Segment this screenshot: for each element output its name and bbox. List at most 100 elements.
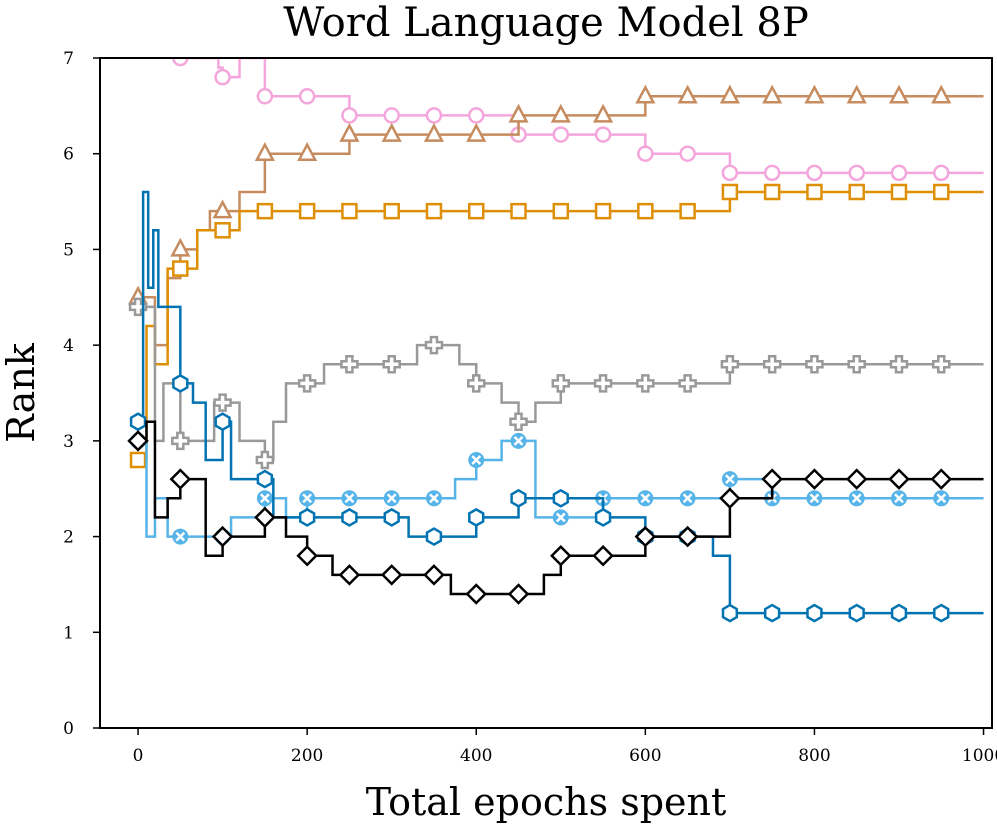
x-tick-label: 400 xyxy=(460,746,492,766)
series-layer xyxy=(127,58,984,623)
data-point xyxy=(676,525,699,548)
data-point xyxy=(806,603,823,623)
data-point xyxy=(172,260,189,277)
data-point xyxy=(129,412,147,432)
data-point xyxy=(468,507,485,527)
data-point xyxy=(637,490,654,507)
data-point xyxy=(172,373,189,393)
data-point xyxy=(890,490,907,507)
data-point xyxy=(256,469,274,489)
data-point xyxy=(634,525,657,548)
data-point xyxy=(298,202,316,220)
data-point xyxy=(550,103,571,123)
data-point xyxy=(637,145,654,162)
data-point xyxy=(129,451,147,469)
data-point xyxy=(888,84,910,104)
data-point xyxy=(380,564,403,586)
data-point xyxy=(170,237,191,257)
data-point xyxy=(256,202,274,220)
data-point xyxy=(128,297,148,317)
data-point xyxy=(720,355,740,374)
data-point xyxy=(341,507,358,527)
data-point xyxy=(721,471,738,488)
data-point xyxy=(932,355,951,374)
data-point xyxy=(933,164,950,182)
data-point xyxy=(383,490,400,507)
data-point xyxy=(635,84,656,104)
data-point xyxy=(171,431,190,451)
x-tick-label: 600 xyxy=(629,746,661,766)
data-point xyxy=(172,58,189,67)
y-tick-label: 0 xyxy=(63,719,74,739)
y-tick-label: 3 xyxy=(63,432,74,452)
data-point xyxy=(341,202,358,220)
data-point xyxy=(425,490,442,507)
data-point xyxy=(762,84,783,104)
data-point xyxy=(721,183,739,201)
data-point xyxy=(383,507,400,527)
data-point xyxy=(467,202,485,220)
data-point xyxy=(425,527,443,547)
plot-frame xyxy=(99,57,993,729)
data-point xyxy=(383,202,400,220)
data-point xyxy=(510,432,527,449)
data-point xyxy=(761,468,783,490)
y-tick-label: 6 xyxy=(63,145,74,165)
data-point xyxy=(169,468,192,490)
data-point xyxy=(212,199,233,219)
data-point xyxy=(423,122,445,142)
data-point xyxy=(933,603,950,623)
data-point xyxy=(425,202,443,220)
data-point xyxy=(679,490,696,507)
data-point xyxy=(719,487,741,510)
x-tick-label: 800 xyxy=(798,746,830,766)
data-point xyxy=(552,509,569,526)
data-point xyxy=(933,183,950,201)
data-point xyxy=(299,490,316,507)
data-point xyxy=(848,490,865,507)
data-point xyxy=(719,84,740,104)
data-point xyxy=(806,183,823,201)
data-point xyxy=(763,603,781,623)
data-point xyxy=(552,126,570,143)
data-point xyxy=(888,468,910,490)
data-point xyxy=(890,603,908,623)
data-point xyxy=(423,564,445,586)
data-point xyxy=(679,145,696,162)
data-point xyxy=(679,202,696,220)
data-point xyxy=(889,355,909,374)
x-axis-label: Total epochs spent xyxy=(366,780,727,824)
data-point xyxy=(214,68,231,86)
data-point xyxy=(341,490,358,507)
data-point xyxy=(593,374,613,393)
data-point xyxy=(255,450,275,470)
data-point xyxy=(468,452,485,468)
y-axis-label: Rank xyxy=(0,342,43,443)
series xyxy=(127,420,984,605)
data-point xyxy=(381,122,402,142)
y-tick-label: 2 xyxy=(63,528,74,548)
x-tick-label: 200 xyxy=(291,746,323,766)
data-point xyxy=(256,88,274,105)
data-point xyxy=(214,222,231,239)
data-point xyxy=(341,107,358,124)
data-point xyxy=(510,488,527,508)
data-point xyxy=(677,84,698,104)
data-point xyxy=(507,583,530,605)
data-point xyxy=(297,142,318,161)
data-point xyxy=(552,202,570,220)
data-point xyxy=(211,525,234,548)
data-point xyxy=(806,490,823,507)
data-point xyxy=(296,544,318,567)
y-axis: 0 1 2 3 4 5 6 7 xyxy=(63,49,100,739)
data-point xyxy=(636,374,655,393)
y-tick-label: 1 xyxy=(63,623,74,643)
data-point xyxy=(550,544,572,567)
data-point xyxy=(510,202,527,220)
data-point xyxy=(254,142,275,161)
data-point xyxy=(594,507,612,527)
data-point xyxy=(763,164,781,182)
series-line xyxy=(138,190,984,462)
series xyxy=(127,84,984,347)
